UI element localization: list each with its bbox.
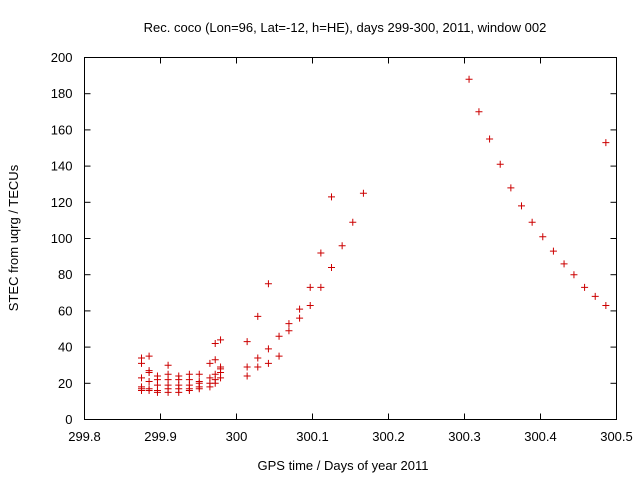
data-point: [359, 189, 367, 197]
axis-tick-labels: 299.8 299.9 300 300.1 300.2 300.3 300.4 300.5 0 2…: [51, 50, 633, 444]
data-point: [539, 233, 547, 241]
data-point: [211, 379, 219, 387]
data-points: [138, 75, 610, 396]
data-point: [581, 283, 589, 291]
data-point: [211, 356, 219, 364]
data-point: [328, 193, 335, 201]
y-axis-label: STEC from uqrg / TECUs: [6, 164, 21, 311]
x-axis-label: GPS time / Days of year 2011: [258, 458, 429, 473]
y-tick-label: 180: [51, 86, 73, 101]
data-point: [138, 387, 145, 395]
y-tick-label: 60: [58, 303, 72, 318]
x-tick-label: 300.2: [372, 429, 405, 444]
data-point: [153, 388, 161, 396]
data-point: [349, 218, 357, 226]
data-point: [465, 75, 473, 83]
data-point: [243, 338, 251, 346]
data-point: [338, 242, 346, 250]
y-tick-label: 160: [51, 122, 73, 137]
data-point: [217, 336, 225, 344]
y-tick-label: 80: [58, 267, 72, 282]
y-tick-label: 40: [58, 340, 72, 355]
data-point: [560, 260, 568, 268]
data-point: [138, 359, 145, 367]
data-point: [254, 363, 262, 371]
data-point: [602, 139, 610, 147]
data-point: [306, 301, 314, 309]
data-point: [206, 359, 214, 367]
data-point: [217, 374, 225, 382]
data-point: [254, 354, 262, 362]
x-tick-label: 300.4: [524, 429, 557, 444]
x-tick-label: 299.9: [144, 429, 177, 444]
axis-ticks: [84, 57, 617, 420]
data-point: [591, 292, 599, 300]
data-point: [175, 388, 183, 396]
data-point: [138, 374, 145, 382]
data-point: [195, 370, 203, 378]
chart-title: Rec. coco (Lon=96, Lat=-12, h=HE), days …: [144, 20, 547, 35]
y-tick-label: 140: [51, 159, 73, 174]
data-point: [549, 247, 557, 255]
data-point: [264, 280, 272, 288]
data-point: [496, 160, 504, 168]
data-point: [185, 387, 193, 395]
x-tick-label: 300.3: [448, 429, 481, 444]
data-point: [264, 345, 272, 353]
y-tick-label: 0: [65, 412, 72, 427]
data-point: [275, 352, 283, 360]
y-tick-label: 200: [51, 50, 73, 65]
data-point: [285, 320, 293, 328]
data-point: [306, 283, 314, 291]
data-point: [602, 301, 610, 309]
x-tick-label: 300.1: [296, 429, 329, 444]
data-point: [243, 372, 251, 380]
data-point: [254, 312, 262, 320]
data-point: [275, 332, 283, 340]
data-point: [317, 283, 325, 291]
data-point: [264, 359, 272, 367]
data-point: [528, 218, 536, 226]
data-point: [317, 249, 325, 257]
data-point: [296, 305, 304, 313]
x-tick-label: 300.5: [600, 429, 633, 444]
data-point: [486, 135, 494, 143]
data-point: [206, 383, 214, 391]
data-point: [164, 388, 172, 396]
x-tick-label: 299.8: [68, 429, 101, 444]
data-point: [145, 368, 153, 376]
data-point: [145, 377, 153, 385]
data-point: [475, 108, 483, 116]
data-point: [328, 263, 335, 271]
data-point: [211, 339, 219, 347]
data-point: [195, 385, 203, 393]
y-tick-label: 20: [58, 376, 72, 391]
data-point: [285, 327, 293, 335]
data-point: [518, 202, 525, 210]
data-point: [243, 363, 251, 371]
data-point: [570, 271, 578, 279]
data-point: [507, 184, 515, 192]
y-tick-label: 120: [51, 195, 73, 210]
y-tick-label: 100: [51, 231, 73, 246]
plot-frame: [84, 57, 617, 420]
data-point: [296, 314, 304, 322]
x-tick-label: 300: [226, 429, 248, 444]
data-point: [164, 361, 172, 369]
data-point: [145, 387, 153, 395]
data-point: [145, 352, 153, 360]
